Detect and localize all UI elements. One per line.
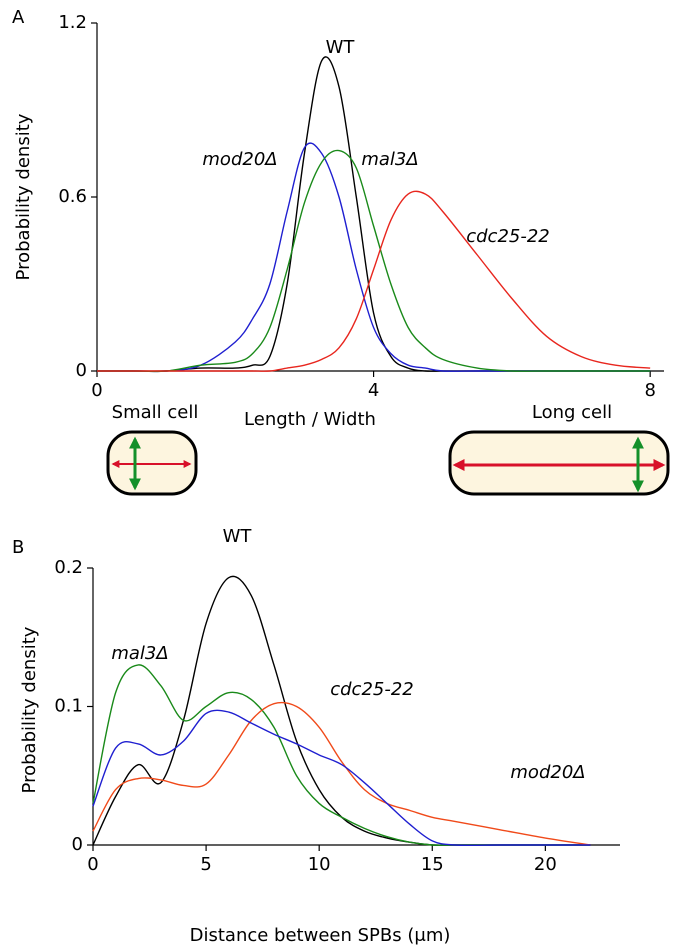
x-tick-label: 4 bbox=[368, 380, 379, 401]
long-cell-diagram bbox=[448, 430, 670, 496]
small-cell-diagram bbox=[106, 430, 198, 496]
x-tick-label: 0 bbox=[91, 380, 102, 401]
x-tick-label: 5 bbox=[200, 854, 211, 875]
series-label: mod20Δ bbox=[510, 762, 585, 783]
y-tick-label: 0 bbox=[72, 834, 83, 855]
line-series bbox=[92, 701, 591, 846]
x-tick-label: 0 bbox=[87, 854, 98, 875]
x-axis-label: Distance between SPBs (μm) bbox=[190, 925, 451, 946]
series-label: cdc25-22 bbox=[330, 679, 414, 700]
line-series bbox=[96, 149, 651, 373]
x-tick-label: 10 bbox=[308, 854, 331, 875]
series-label: mod20Δ bbox=[202, 149, 277, 170]
y-tick-label: 0 bbox=[76, 360, 87, 381]
series-label: mal3Δ bbox=[111, 643, 168, 664]
panel-label: B bbox=[12, 537, 24, 558]
line-series bbox=[92, 575, 591, 846]
line-series bbox=[96, 142, 651, 373]
line-series bbox=[96, 56, 651, 372]
x-tick-label: 8 bbox=[644, 380, 655, 401]
series-label: WT bbox=[223, 526, 253, 547]
annotation: Long cell bbox=[532, 402, 612, 423]
y-tick-label: 0.1 bbox=[54, 696, 83, 717]
series-label: cdc25-22 bbox=[466, 226, 550, 247]
y-tick-label: 0.6 bbox=[58, 186, 87, 207]
x-tick-label: 20 bbox=[534, 854, 557, 875]
x-axis-label: Length / Width bbox=[244, 409, 376, 430]
y-tick-label: 0.2 bbox=[54, 557, 83, 578]
series-label: WT bbox=[326, 37, 356, 58]
y-axis-label: Probability density bbox=[19, 626, 40, 793]
x-tick-label: 15 bbox=[421, 854, 444, 875]
panel-label: A bbox=[12, 7, 25, 28]
line-series bbox=[92, 709, 591, 847]
axes bbox=[92, 568, 620, 846]
axes bbox=[96, 23, 664, 372]
line-series bbox=[96, 190, 651, 372]
y-tick-label: 1.2 bbox=[58, 12, 87, 33]
series-label: mal3Δ bbox=[361, 149, 418, 170]
y-axis-label: Probability density bbox=[13, 113, 34, 280]
annotation: Small cell bbox=[112, 402, 199, 423]
